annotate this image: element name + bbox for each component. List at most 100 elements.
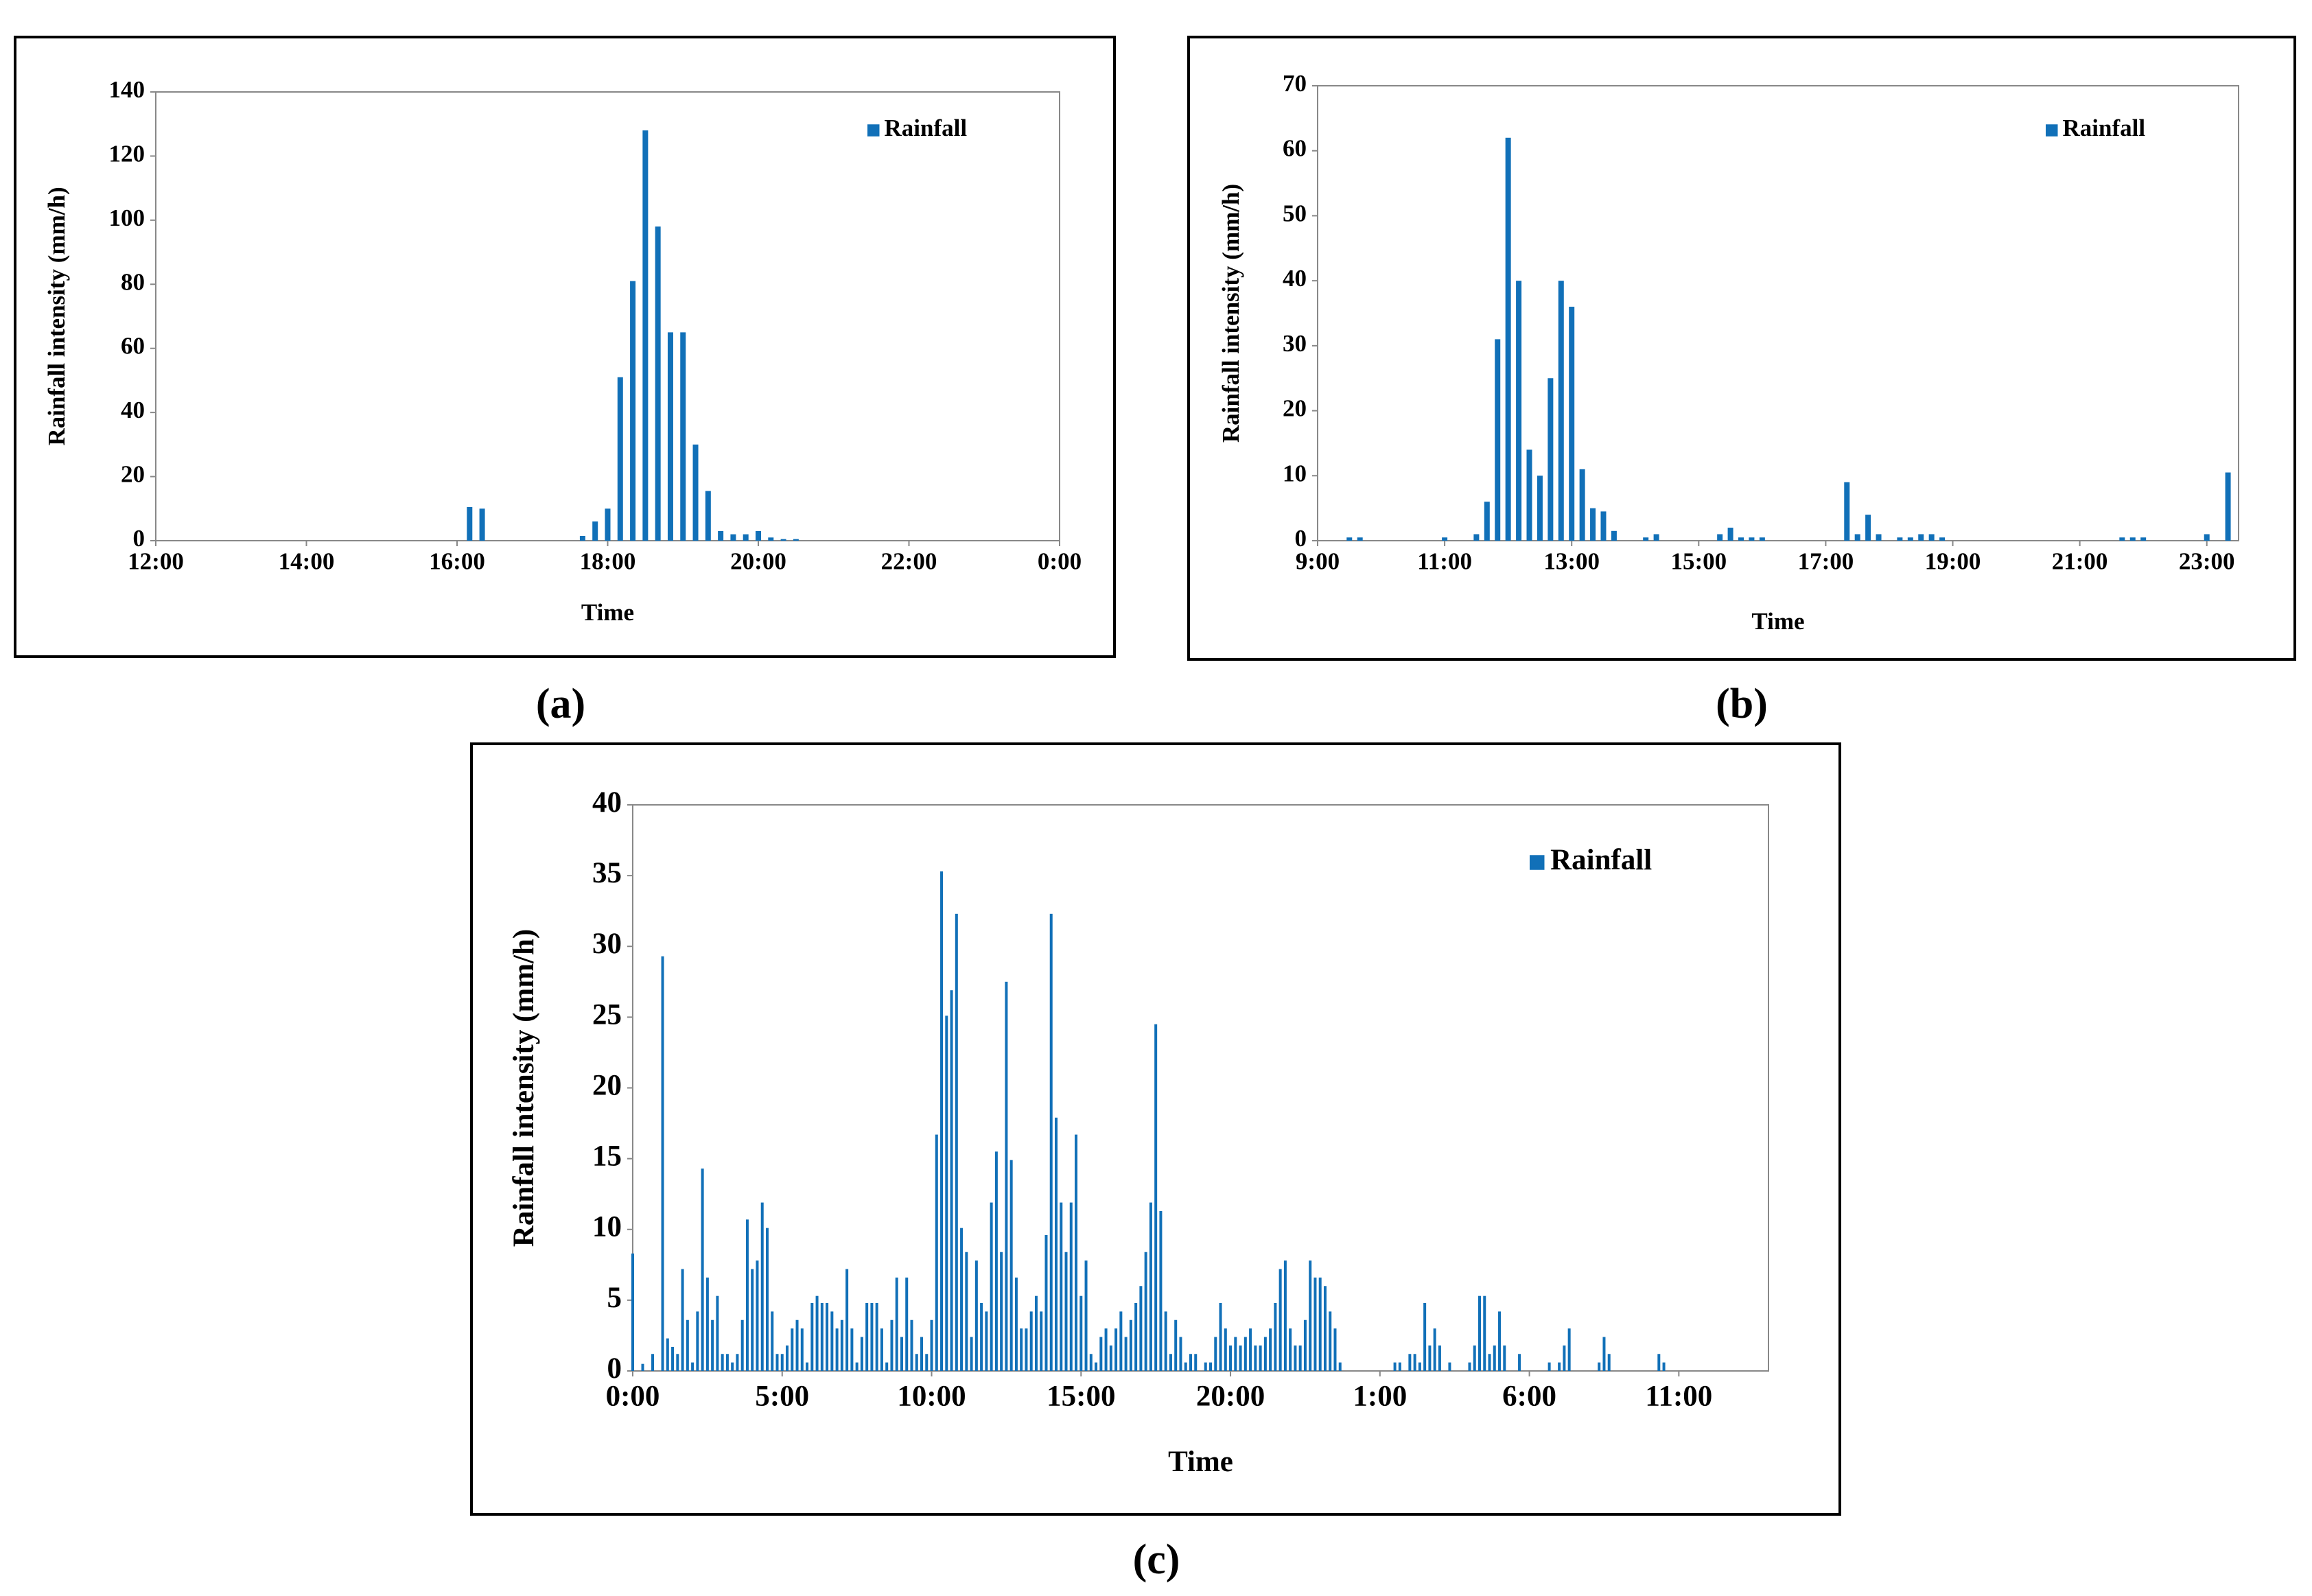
bar — [1526, 449, 1532, 541]
bar — [974, 1260, 978, 1371]
bar — [1600, 511, 1607, 541]
bar — [1433, 1328, 1436, 1371]
bar — [1243, 1337, 1247, 1371]
bar — [1495, 339, 1501, 541]
bar — [845, 1269, 849, 1371]
y-tick-label: 0 — [607, 1352, 622, 1385]
bar — [731, 1362, 734, 1371]
bar — [1278, 1269, 1282, 1371]
bar — [1169, 1354, 1172, 1371]
bar — [479, 508, 485, 541]
bar — [1408, 1354, 1412, 1371]
bar — [1129, 1319, 1132, 1371]
bar — [1611, 530, 1617, 541]
bar — [701, 1169, 704, 1371]
bar — [630, 281, 636, 541]
bar — [865, 1303, 869, 1371]
x-tick-label: 0:00 — [1038, 548, 1082, 574]
bar — [756, 1260, 759, 1371]
bar — [1503, 1345, 1506, 1371]
bar — [965, 1252, 968, 1371]
x-tick-label: 15:00 — [1670, 548, 1727, 574]
x-tick-label: 21:00 — [2052, 548, 2108, 574]
bar — [910, 1319, 913, 1371]
bar — [1844, 482, 1850, 541]
bar — [775, 1354, 779, 1371]
bar — [815, 1295, 819, 1371]
bar — [1109, 1345, 1112, 1371]
bar — [875, 1303, 878, 1371]
y-tick-label: 40 — [121, 397, 145, 423]
bar — [1044, 1235, 1048, 1371]
bar — [795, 1319, 799, 1371]
x-tick-label: 11:00 — [1645, 1381, 1712, 1413]
bar — [1438, 1345, 1441, 1371]
x-tick-label: 11:00 — [1417, 548, 1472, 574]
bar — [1269, 1328, 1272, 1371]
bar — [985, 1311, 988, 1371]
bar — [1727, 528, 1733, 541]
bar — [592, 521, 598, 541]
bar — [1569, 307, 1575, 541]
bar — [1468, 1362, 1471, 1371]
bar — [696, 1311, 699, 1371]
y-tick-label: 50 — [1283, 200, 1307, 226]
panel-frame — [1187, 36, 2296, 661]
bar — [1558, 281, 1564, 541]
y-axis-label: Rainfall intensity (mm/h) — [1217, 184, 1244, 443]
bar — [835, 1328, 839, 1371]
bar — [743, 534, 749, 541]
y-tick-label: 30 — [592, 928, 622, 960]
bar — [1189, 1354, 1192, 1371]
bar — [1049, 913, 1053, 1371]
bar — [826, 1303, 829, 1371]
y-tick-label: 10 — [592, 1211, 622, 1243]
bar — [467, 506, 473, 541]
bar — [780, 1354, 784, 1371]
y-tick-label: 80 — [121, 268, 145, 295]
x-axis-label: Time — [581, 599, 634, 626]
bar — [1473, 534, 1480, 541]
y-tick-label: 20 — [121, 461, 145, 488]
bar — [1939, 537, 1946, 541]
bar — [711, 1319, 714, 1371]
bar — [1518, 1354, 1521, 1371]
y-tick-label: 40 — [592, 786, 622, 819]
y-axis-label: Rainfall intensity (mm/h) — [43, 187, 70, 445]
bar — [900, 1337, 903, 1371]
bar — [1254, 1345, 1257, 1371]
bar — [671, 1346, 675, 1371]
bar — [1184, 1362, 1187, 1371]
bar — [1897, 537, 1903, 541]
bar — [810, 1303, 814, 1371]
bar — [1563, 1345, 1566, 1371]
bar — [1865, 515, 1871, 541]
bar — [925, 1354, 929, 1371]
x-tick-label: 12:00 — [128, 548, 184, 574]
x-tick-label: 9:00 — [1296, 548, 1340, 574]
bar — [740, 1319, 744, 1371]
x-tick-label: 5:00 — [755, 1381, 809, 1413]
bar — [980, 1303, 983, 1371]
bar — [1040, 1311, 1043, 1371]
y-tick-label: 25 — [592, 998, 622, 1031]
bar — [1095, 1362, 1098, 1371]
bar — [880, 1328, 883, 1371]
bar — [1505, 137, 1511, 541]
bar — [820, 1303, 824, 1371]
bar — [756, 530, 761, 541]
plot-area — [1317, 85, 2239, 541]
bar — [1054, 1117, 1058, 1371]
x-tick-label: 10:00 — [897, 1381, 966, 1413]
panel-caption: (b) — [1716, 681, 1768, 727]
x-tick-label: 22:00 — [881, 548, 937, 574]
bar — [915, 1354, 918, 1371]
y-tick-label: 70 — [1283, 70, 1307, 97]
bar — [1064, 1252, 1068, 1371]
bar — [631, 1253, 634, 1371]
bar — [1089, 1354, 1093, 1371]
bar — [1263, 1337, 1267, 1371]
bar — [1738, 537, 1744, 541]
bar — [1139, 1286, 1143, 1371]
panel-caption: (c) — [1133, 1536, 1180, 1583]
